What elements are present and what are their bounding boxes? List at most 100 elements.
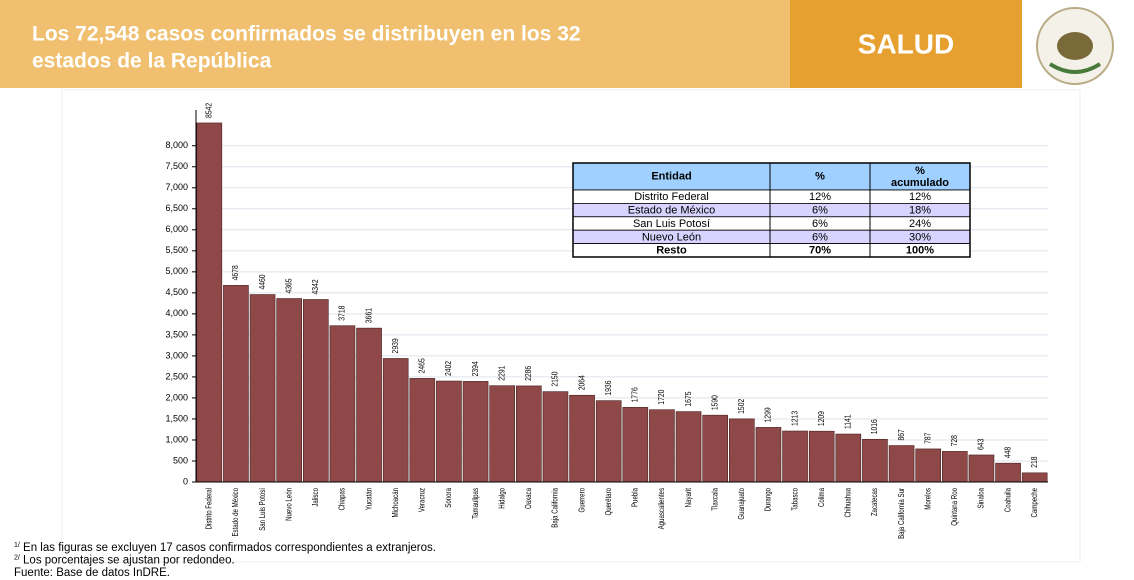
bar — [835, 433, 862, 483]
x-tick-label: Colima — [816, 487, 826, 507]
y-tick-label: 5,000 — [165, 266, 188, 276]
table-cell: Resto — [656, 245, 687, 257]
table-cell: Nuevo León — [642, 231, 701, 243]
x-tick-label: Baja California Sur — [896, 488, 906, 539]
x-tick-label: Nayarit — [683, 488, 693, 507]
x-tick-label: Campeche — [1029, 488, 1039, 518]
value-label: 4365 — [284, 278, 294, 293]
x-tick-label: Guerrero — [576, 488, 586, 512]
y-tick-label: 3,000 — [165, 350, 188, 360]
x-tick-label: Estado de México — [230, 488, 240, 537]
table-cell: 6% — [812, 218, 828, 230]
footnote-text: En las figuras se excluyen 17 casos conf… — [20, 542, 436, 554]
footnote-text: Fuente: Base de datos InDRE. — [14, 567, 170, 579]
bar — [489, 385, 516, 483]
y-tick-label: 7,000 — [165, 182, 188, 192]
bar — [302, 299, 329, 483]
bar — [649, 409, 675, 483]
table-cell: 6% — [812, 205, 828, 217]
value-label: 3661 — [364, 308, 374, 323]
table-cell: 6% — [812, 231, 828, 243]
x-tick-label: Aguascalientes — [656, 488, 666, 530]
value-label: 1590 — [710, 395, 720, 410]
bar — [862, 438, 888, 483]
seal — [1036, 7, 1114, 85]
seal-eagle — [1057, 32, 1093, 60]
value-label: 1675 — [683, 391, 693, 406]
bar — [702, 414, 729, 483]
table-cell: 24% — [909, 218, 931, 230]
x-tick-label: Sinaloa — [976, 487, 986, 508]
bar — [249, 294, 276, 483]
value-label: 1776 — [630, 387, 640, 402]
bar — [595, 400, 622, 483]
x-tick-label: Sonora — [443, 487, 453, 507]
bar — [808, 430, 835, 483]
value-label: 2291 — [497, 366, 507, 381]
title-line: Los 72,548 casos confirmados se distribu… — [32, 23, 581, 46]
bar — [941, 451, 968, 483]
x-tick-label: Jalisco — [310, 488, 320, 507]
table-cell: 18% — [909, 205, 931, 217]
footnotes: 1/ En las figuras se excluyen 17 casos c… — [14, 542, 436, 579]
table-header: acumulado — [891, 177, 949, 189]
bar — [728, 418, 755, 483]
bar — [382, 358, 409, 483]
x-tick-label: Tamaulipas — [470, 488, 480, 519]
x-tick-label: Tabasco — [789, 488, 799, 511]
title-line: estados de la República — [32, 50, 272, 73]
footnote: 2/ Los porcentajes se ajustan por redond… — [14, 554, 235, 566]
table-cell: Distrito Federal — [634, 191, 709, 203]
table-cell: 12% — [909, 191, 931, 203]
table-border — [572, 162, 971, 258]
x-tick-label: Distrito Federal — [204, 488, 214, 530]
x-tick-label: Puebla — [630, 487, 640, 507]
x-tick-label: Veracruz — [417, 488, 427, 512]
bar — [968, 454, 995, 483]
x-tick-label: Chihuahua — [843, 487, 853, 517]
bar — [622, 407, 649, 483]
y-tick-label: 1,500 — [165, 413, 188, 423]
value-label: 8542 — [204, 103, 214, 118]
value-label: 787 — [923, 433, 933, 444]
bar — [329, 325, 356, 483]
table-cell: 100% — [906, 245, 934, 257]
y-tick-label: 2,500 — [165, 371, 188, 381]
value-label: 2394 — [470, 361, 480, 377]
table-cell: 30% — [909, 231, 931, 243]
value-label: 1016 — [869, 419, 879, 434]
value-label: 4342 — [310, 279, 320, 294]
bar — [223, 285, 249, 483]
y-tick-label: 6,000 — [165, 224, 188, 234]
bar — [569, 394, 595, 483]
value-label: 728 — [949, 435, 959, 446]
y-tick-label: 3,500 — [165, 329, 188, 339]
value-label: 1936 — [603, 381, 613, 396]
table-cell: 70% — [809, 245, 831, 257]
brand: SALUD — [858, 28, 954, 59]
bar — [755, 427, 782, 483]
x-tick-label: Hidalgo — [496, 488, 506, 509]
bar — [356, 327, 382, 483]
value-label: 2465 — [417, 358, 427, 373]
value-label: 218 — [1029, 457, 1039, 468]
x-tick-label: Baja California — [550, 487, 560, 527]
value-label: 1141 — [843, 414, 853, 429]
table-cell: San Luis Potosí — [633, 218, 710, 230]
value-label: 2150 — [550, 372, 560, 387]
bar — [888, 445, 915, 483]
value-label: 4678 — [230, 265, 240, 280]
table-header: Entidad — [651, 170, 691, 182]
y-tick-label: 4,000 — [165, 308, 188, 318]
bar — [1021, 472, 1048, 483]
table-cell: Estado de México — [628, 205, 715, 217]
x-tick-label: Querétaro — [603, 488, 613, 516]
value-label: 2939 — [390, 338, 400, 353]
brand-box — [790, 0, 1022, 88]
footnote: Fuente: Base de datos InDRE. — [14, 567, 170, 579]
footnote-text: Los porcentajes se ajustan por redondeo. — [20, 555, 235, 567]
bar — [915, 448, 942, 483]
table-header-bg — [572, 162, 971, 191]
bar — [436, 380, 462, 483]
